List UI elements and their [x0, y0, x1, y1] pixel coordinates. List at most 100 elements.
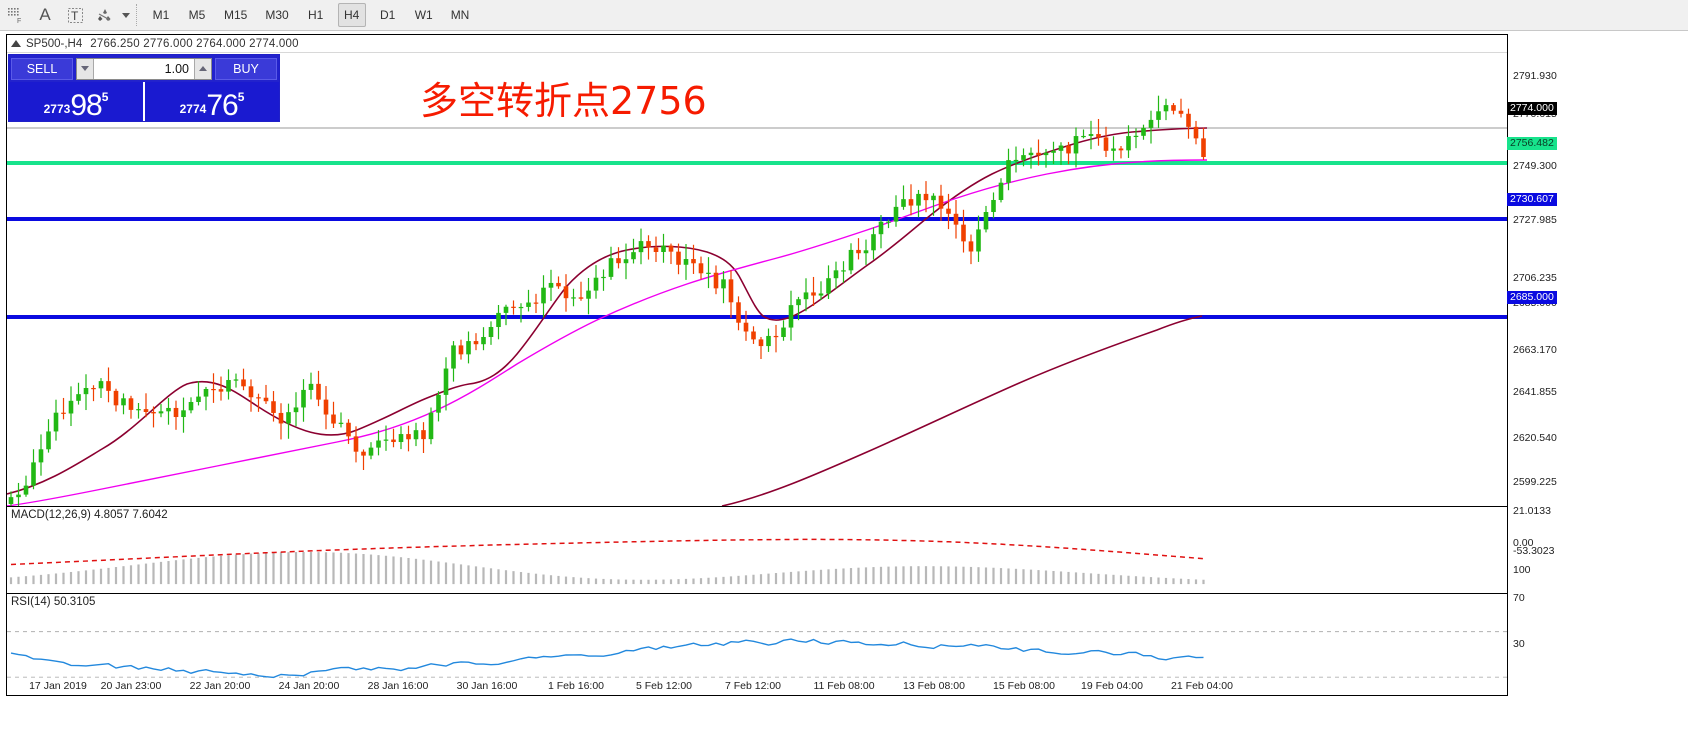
blue-level-upper-tag: 2730.607: [1507, 193, 1557, 206]
date-axis: 17 Jan 2019 20 Jan 23:00 22 Jan 20:00 24 Ja…: [6, 680, 1508, 700]
candle-body: [1006, 160, 1011, 183]
timeframe-h1[interactable]: H1: [308, 8, 324, 22]
candle-body: [1118, 148, 1124, 151]
rsi-tick: 70: [1513, 592, 1525, 604]
sell-quote[interactable]: 2773 98 5: [9, 82, 145, 121]
candle-body: [788, 305, 794, 328]
date-tick: 15 Feb 08:00: [993, 680, 1055, 692]
candle-body: [1178, 110, 1184, 114]
candle-body: [1081, 135, 1086, 138]
trade-panel-quotes: 2773 98 5 2774 76 5: [9, 82, 279, 121]
timeframe-m5[interactable]: M5: [188, 8, 206, 22]
trade-panel[interactable]: SELL 1.00 BUY 2773 98 5 2774 76 5: [8, 54, 280, 122]
candlestick-series: [8, 95, 1206, 506]
toolbar-separator: [136, 4, 137, 26]
macd-histogram: [9, 552, 1205, 585]
timeframe-h4[interactable]: H4: [337, 3, 366, 27]
candle-body: [376, 440, 381, 448]
text-a-icon[interactable]: A: [39, 5, 51, 24]
text-box-icon[interactable]: T: [60, 1, 90, 29]
timeframe-button-group: M1 M5 M15 M30 H1 H4 D1 W1 MN: [143, 3, 478, 27]
candle-body: [466, 341, 471, 355]
sell-button[interactable]: SELL: [11, 57, 73, 80]
objects-icon[interactable]: [90, 1, 120, 29]
price-tick: 2727.985: [1513, 214, 1557, 226]
date-tick: 30 Jan 16:00: [456, 680, 518, 692]
date-tick: 19 Feb 04:00: [1081, 680, 1143, 692]
candle-body: [1133, 135, 1139, 138]
candle-body: [286, 412, 291, 424]
timeframe-d1[interactable]: D1: [380, 8, 396, 22]
price-tick: 2791.930: [1513, 70, 1557, 82]
candle-body: [278, 412, 284, 424]
candle-body: [1066, 145, 1071, 154]
candle-body: [1096, 134, 1101, 138]
candle-body: [691, 259, 696, 264]
volume-decrease-button[interactable]: [77, 58, 94, 79]
macd-tick: 21.0133: [1513, 505, 1551, 517]
candle-body: [143, 409, 149, 413]
price-tick: 2663.170: [1513, 344, 1557, 356]
candle-body: [638, 241, 644, 253]
candle-body: [68, 400, 74, 414]
macd-tick: 0.00: [1513, 537, 1534, 549]
candle-body: [173, 407, 179, 418]
candle-body: [886, 221, 891, 223]
buy-button[interactable]: BUY: [215, 57, 277, 80]
candle-body: [1073, 136, 1079, 154]
volume-increase-button[interactable]: [194, 58, 211, 79]
candle-body: [578, 297, 584, 299]
timeframe-m15[interactable]: M15: [224, 8, 248, 22]
candle-body: [413, 430, 419, 440]
candle-body: [338, 422, 344, 424]
candle-body: [961, 224, 966, 242]
candle-body: [398, 434, 404, 443]
timeframe-m1[interactable]: M1: [152, 8, 170, 22]
candle-body: [1163, 105, 1169, 112]
crosshair-f-icon[interactable]: F: [0, 1, 30, 29]
candle-body: [233, 379, 239, 381]
price-tick: 2749.300: [1513, 160, 1557, 172]
volume-value[interactable]: 1.00: [164, 61, 189, 76]
candle-body: [863, 250, 869, 254]
volume-stepper[interactable]: 1.00: [76, 57, 212, 80]
objects-dropdown-caret-icon[interactable]: [122, 12, 130, 18]
candle-body: [406, 434, 411, 440]
date-tick: 24 Jan 20:00: [278, 680, 340, 692]
buy-price-integer: 2774: [179, 102, 207, 116]
candle-body: [31, 462, 36, 486]
chart-ohlc-values: 2766.250 2776.000 2764.000 2774.000: [90, 37, 299, 50]
buy-quote[interactable]: 2774 76 5: [145, 82, 279, 121]
candle-body: [758, 339, 764, 347]
candle-body: [301, 389, 306, 408]
candle-body: [511, 306, 516, 308]
candle-body: [631, 252, 636, 260]
candle-body: [346, 422, 351, 437]
candle-body: [136, 409, 141, 411]
candle-body: [818, 293, 824, 296]
collapse-triangle-icon[interactable]: [11, 40, 21, 47]
candle-body: [421, 430, 426, 440]
candle-body: [803, 292, 809, 300]
price-pane[interactable]: [7, 54, 1507, 506]
candle-body: [548, 282, 554, 288]
candle-body: [1036, 152, 1041, 156]
candle-body: [1103, 137, 1109, 151]
timeframe-m30[interactable]: M30: [265, 8, 289, 22]
candle-body: [1028, 152, 1034, 156]
price-tick: 2706.235: [1513, 272, 1557, 284]
candle-body: [23, 485, 29, 495]
candle-body: [98, 381, 104, 389]
candle-body: [121, 398, 126, 406]
candle-body: [1088, 134, 1094, 136]
candle-body: [391, 439, 396, 443]
macd-pane[interactable]: MACD(12,26,9) 4.8057 7.6042: [7, 506, 1507, 592]
buy-price-fraction: 5: [237, 90, 245, 104]
rsi-pane[interactable]: RSI(14) 50.3105: [7, 593, 1507, 695]
candle-body: [16, 494, 21, 498]
candle-body: [646, 241, 651, 248]
price-tick: 2599.225: [1513, 476, 1557, 488]
candle-body: [488, 327, 494, 338]
timeframe-mn[interactable]: MN: [450, 8, 470, 22]
timeframe-w1[interactable]: W1: [414, 8, 433, 22]
